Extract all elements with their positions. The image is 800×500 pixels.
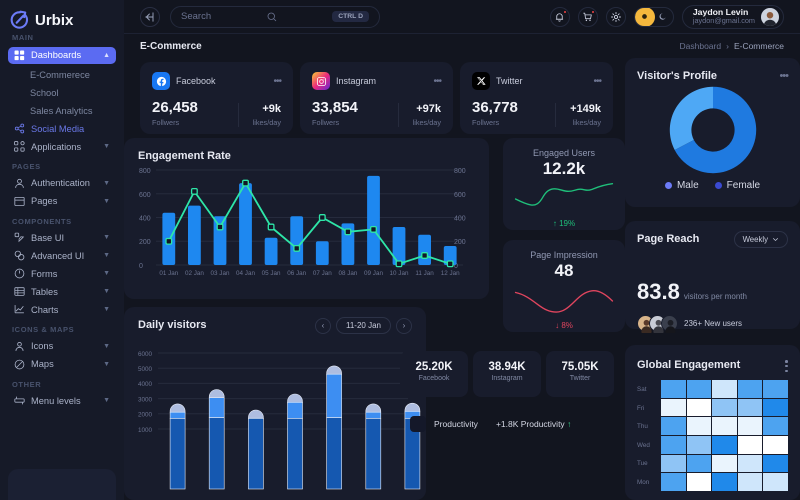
- svg-text:600: 600: [139, 192, 151, 199]
- svg-text:03 Jan: 03 Jan: [211, 270, 230, 277]
- svg-text:1000: 1000: [138, 427, 153, 434]
- svg-text:10 Jan: 10 Jan: [390, 270, 409, 277]
- svg-text:800: 800: [454, 168, 466, 175]
- svg-text:01 Jan: 01 Jan: [159, 270, 178, 277]
- svg-text:600: 600: [454, 192, 466, 199]
- svg-text:0: 0: [139, 263, 143, 270]
- svg-text:08 Jan: 08 Jan: [338, 270, 357, 277]
- svg-text:05 Jan: 05 Jan: [262, 270, 281, 277]
- svg-text:12 Jan: 12 Jan: [441, 270, 460, 277]
- svg-text:02 Jan: 02 Jan: [185, 270, 204, 277]
- svg-text:3000: 3000: [138, 396, 153, 403]
- svg-text:07 Jan: 07 Jan: [313, 270, 332, 277]
- svg-text:200: 200: [139, 239, 151, 246]
- svg-text:2000: 2000: [138, 412, 153, 419]
- svg-text:200: 200: [454, 239, 466, 246]
- svg-text:800: 800: [139, 168, 151, 175]
- svg-text:4000: 4000: [138, 381, 153, 388]
- svg-text:11 Jan: 11 Jan: [415, 270, 434, 277]
- svg-text:5000: 5000: [138, 366, 153, 373]
- svg-text:04 Jan: 04 Jan: [236, 270, 255, 277]
- svg-text:06 Jan: 06 Jan: [287, 270, 306, 277]
- svg-text:6000: 6000: [138, 351, 153, 358]
- svg-text:400: 400: [454, 216, 466, 223]
- svg-text:09 Jan: 09 Jan: [364, 270, 383, 277]
- svg-text:400: 400: [139, 216, 151, 223]
